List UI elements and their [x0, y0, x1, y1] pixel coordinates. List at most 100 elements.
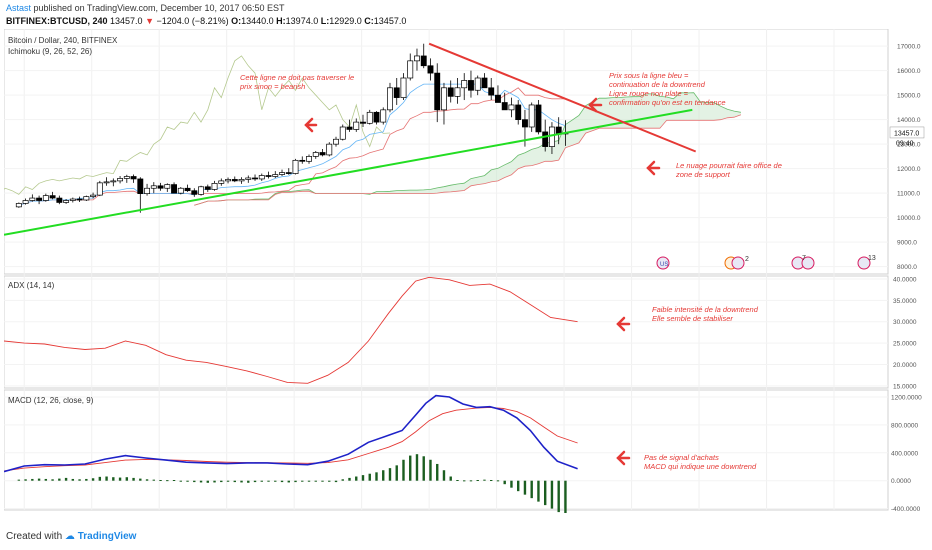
candle-body-80 — [555, 126, 562, 134]
macd-hist-bar-46 — [328, 480, 331, 482]
candle-body-51 — [360, 121, 366, 124]
macd-hist-bar-20 — [152, 479, 156, 481]
candle-body-11 — [90, 194, 97, 197]
macd-hist-bar-9 — [78, 479, 81, 481]
candle-body-17 — [130, 176, 137, 180]
macd-hist-bar-40 — [287, 480, 290, 483]
candle-body-23 — [171, 184, 178, 194]
macd-series — [3, 394, 578, 516]
candle-body-58 — [407, 60, 414, 79]
candle-body-71 — [495, 94, 501, 103]
annotation-2-line-1: Prix sous la ligne bleu = — [609, 71, 689, 80]
event-badge-1[interactable]: US — [656, 256, 670, 270]
macd-hist-bar-49 — [348, 477, 351, 481]
candle-body-33 — [238, 179, 245, 182]
chart-canvas[interactable]: 2345678910111213148000.09000.010000.0110… — [0, 28, 926, 521]
annotation-2-line-2: continuation de la downtrend — [609, 80, 706, 89]
macd-hist-bar-44 — [314, 480, 317, 482]
high-label: H: — [276, 16, 286, 26]
candle-body-24 — [177, 187, 184, 194]
macd-hist-bar-34 — [247, 480, 250, 483]
macd-hist-bar-66 — [463, 480, 466, 482]
event-badge-4[interactable]: 13 — [857, 255, 876, 270]
macd-hist-bar-73 — [510, 480, 513, 488]
publish-info: Astast published on TradingView.com, Dec… — [6, 3, 285, 13]
macd-hist-bar-79 — [550, 480, 554, 509]
adx-annotation-line-2: Elle semble de stabiliser — [652, 314, 733, 323]
macd-hist-bar-69 — [483, 479, 486, 481]
event-badge-3[interactable]: 7 — [791, 255, 815, 270]
ichimoku-span-a — [194, 92, 741, 206]
close-value: 13457.0 — [373, 16, 407, 26]
adx-annotation-line-1: Faible intensité de la downtrend — [652, 305, 759, 314]
author-link[interactable]: Astast — [6, 3, 32, 13]
candle-body-19 — [144, 187, 151, 194]
macd-y-tick-2: 400.0000 — [891, 450, 918, 457]
candle-body-5 — [49, 195, 56, 199]
candle-body-77 — [535, 104, 542, 133]
price-y-tick-7: 15000.0 — [897, 93, 921, 100]
price-y-tick-4: 12000.0 — [897, 166, 921, 173]
macd-hist-bar-64 — [449, 476, 452, 481]
adx-y-tick-0: 15.0000 — [893, 383, 917, 390]
candle-body-16 — [123, 176, 130, 179]
annotation-2-arrow-icon — [588, 97, 603, 113]
macd-hist-bar-21 — [159, 480, 162, 481]
macd-hist-bar-68 — [476, 480, 479, 481]
annotation-3-line-1: Le nuage pourrait faire office de — [676, 161, 782, 170]
candle-body-29 — [211, 183, 218, 190]
candle-body-31 — [225, 179, 231, 182]
ichimoku-label: Ichimoku (9, 26, 52, 26) — [8, 47, 92, 56]
macd-hist-bar-51 — [361, 475, 365, 481]
chart-frame[interactable]: 2345678910111213148000.09000.010000.0110… — [0, 28, 926, 521]
annotation-1-arrow-icon — [304, 117, 318, 133]
macd-hist-bar-57 — [402, 459, 405, 481]
tradingview-brand[interactable]: TradingView — [77, 531, 137, 542]
adx-line — [3, 276, 578, 384]
price-label-box — [889, 126, 925, 139]
candle-body-26 — [191, 190, 198, 195]
macd-hist-bar-30 — [220, 480, 223, 483]
macd-hist-bar-45 — [321, 480, 324, 482]
symbol-info: BITFINEX:BTCUSD, 240 13457.0 ▼ −1204.0 (… — [6, 16, 406, 26]
macd-hist-bar-77 — [537, 480, 540, 502]
candle-body-75 — [522, 119, 528, 128]
candle-body-32 — [231, 179, 238, 182]
candle-body-47 — [333, 138, 339, 145]
macd-hist-bar-71 — [496, 480, 500, 482]
macd-hist-bar-54 — [382, 470, 385, 481]
macd-annotation-line-1: Pas de signal d'achats — [644, 453, 719, 462]
macd-signal-line — [3, 406, 578, 472]
macd-hist-bar-24 — [179, 480, 182, 482]
ichimoku-span-b — [194, 114, 742, 206]
candle-body-25 — [184, 187, 191, 192]
macd-pane — [3, 389, 889, 511]
price-y-tick-8: 16000.0 — [897, 68, 921, 75]
event-badge-2[interactable]: 2 — [724, 256, 749, 270]
candle-body-42 — [299, 159, 306, 162]
candle-body-14 — [110, 180, 117, 183]
macd-hist-bar-58 — [409, 455, 412, 481]
support-trendline — [3, 108, 693, 236]
candle-body-66 — [461, 80, 468, 89]
candle-body-18 — [137, 178, 144, 194]
candle-body-57 — [400, 77, 407, 98]
ichimoku-base-line — [18, 87, 566, 206]
candle-body-13 — [103, 181, 110, 184]
macd-hist-bar-43 — [307, 480, 311, 482]
macd-hist-bar-72 — [503, 480, 506, 485]
macd-hist-bar-63 — [442, 470, 446, 481]
macd-hist-bar-48 — [341, 479, 344, 481]
macd-hist-bar-4 — [44, 478, 48, 481]
candle-body-35 — [252, 177, 258, 180]
price-y-tick-0: 8000.0 — [897, 264, 917, 271]
macd-hist-bar-47 — [334, 480, 338, 483]
macd-hist-bar-33 — [240, 480, 243, 483]
macd-hist-bar-16 — [125, 477, 129, 481]
macd-hist-bar-38 — [274, 480, 277, 482]
svg-text:US: US — [660, 262, 668, 268]
event-badge-4-count: 13 — [868, 255, 876, 262]
macd-hist-bar-12 — [98, 476, 102, 481]
candle-body-30 — [218, 180, 225, 184]
candle-body-12 — [96, 182, 103, 196]
